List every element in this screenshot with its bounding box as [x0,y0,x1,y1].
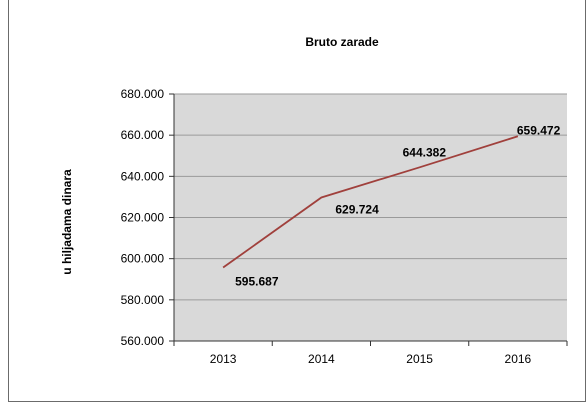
y-tick-label: 580.000 [121,293,165,307]
chart-title: Bruto zarade [305,35,379,49]
y-tick-label: 600.000 [121,252,165,266]
x-tick-label: 2015 [406,352,433,366]
data-label: 644.382 [403,145,447,159]
data-labels: 595.687 629.724 644.382 659.472 [235,123,560,288]
gridlines [174,93,567,301]
data-label: 595.687 [235,275,279,289]
series-layer [222,135,519,269]
data-label: 629.724 [335,202,379,216]
y-tick-label: 560.000 [121,334,165,348]
data-label: 659.472 [517,123,561,137]
x-tick-label: 2014 [308,352,335,366]
axes: 560.000 580.000 600.000 620.000 640.000 660.0… [121,87,568,366]
y-tick-label: 680.000 [121,87,165,101]
y-tick-label: 620.000 [121,211,165,225]
y-axis-label: u hiljadama dinara [60,169,74,275]
series-line [222,135,519,269]
x-tick-label: 2013 [210,352,237,366]
y-tick-label: 660.000 [121,128,165,142]
x-tick-label: 2016 [505,352,532,366]
y-tick-label: 640.000 [121,169,165,183]
